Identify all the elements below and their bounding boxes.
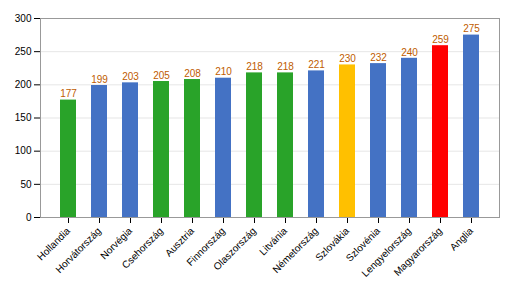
svg-text:Magyarország: Magyarország (392, 225, 445, 278)
svg-text:Olaszország: Olaszország (211, 225, 258, 272)
svg-text:275: 275 (463, 23, 480, 34)
svg-text:Litvánia: Litvánia (257, 225, 290, 258)
svg-text:Hollandia: Hollandia (34, 225, 73, 263)
svg-text:300: 300 (15, 13, 32, 24)
svg-text:232: 232 (370, 52, 387, 63)
svg-text:50: 50 (20, 179, 32, 190)
svg-text:Norvégia: Norvégia (98, 225, 135, 262)
svg-text:250: 250 (15, 46, 32, 57)
svg-text:Horvátország: Horvátország (53, 225, 103, 275)
svg-text:Németország: Németország (270, 225, 320, 275)
svg-text:177: 177 (60, 88, 77, 99)
svg-text:199: 199 (91, 74, 108, 85)
svg-text:Szlovénia: Szlovénia (343, 225, 383, 264)
svg-text:208: 208 (184, 68, 201, 79)
svg-text:210: 210 (215, 66, 232, 77)
svg-text:200: 200 (15, 79, 32, 90)
svg-text:205: 205 (153, 70, 170, 81)
svg-text:Ausztria: Ausztria (162, 225, 197, 259)
svg-text:218: 218 (246, 61, 263, 72)
svg-text:Anglia: Anglia (448, 225, 476, 253)
svg-text:Lengyelország: Lengyelország (359, 225, 414, 279)
svg-text:221: 221 (308, 59, 325, 70)
svg-text:Csehország: Csehország (120, 225, 166, 271)
svg-text:230: 230 (339, 53, 356, 64)
svg-text:Szlovákia: Szlovákia (313, 225, 352, 264)
svg-text:259: 259 (432, 34, 449, 45)
svg-text:240: 240 (401, 47, 418, 58)
svg-text:218: 218 (277, 61, 294, 72)
svg-text:0: 0 (26, 212, 32, 223)
svg-text:150: 150 (15, 112, 32, 123)
svg-text:100: 100 (15, 145, 32, 156)
svg-text:Finnország: Finnország (184, 225, 228, 268)
svg-text:203: 203 (122, 71, 139, 82)
